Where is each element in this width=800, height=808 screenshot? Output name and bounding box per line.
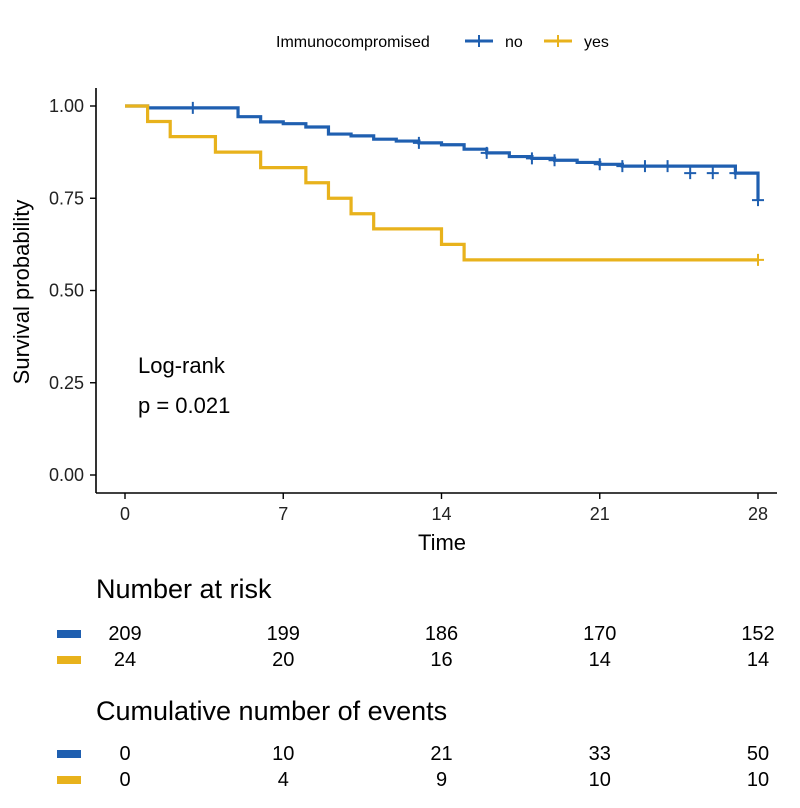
censor-mark-no — [752, 194, 764, 207]
events-value: 10 — [272, 743, 294, 765]
events-value: 9 — [436, 769, 447, 791]
y-tick-label: 0.25 — [49, 373, 84, 393]
risk-table: 209 199 186 170 152 24 20 16 14 14 — [57, 623, 775, 671]
legend-label-yes: yes — [584, 34, 609, 51]
risk-value: 14 — [589, 649, 611, 671]
x-tick-label: 28 — [748, 504, 768, 524]
events-table: 0 10 21 33 50 0 4 9 10 10 — [57, 743, 769, 791]
risk-value: 199 — [267, 623, 300, 645]
censor-mark-no — [661, 160, 674, 173]
events-value: 33 — [589, 743, 611, 765]
censor-mark-no — [706, 167, 719, 180]
censor-mark-no — [412, 136, 425, 149]
x-axis-label: Time — [418, 530, 466, 555]
x-tick-label: 0 — [120, 504, 130, 524]
censor-mark-no — [525, 152, 538, 165]
logrank-label: Log-rank — [138, 353, 226, 378]
censor-mark-no — [638, 160, 651, 173]
censor-mark-no — [186, 101, 199, 114]
survival-curve-yes — [125, 104, 758, 262]
events-value: 21 — [430, 743, 452, 765]
risk-value: 170 — [583, 623, 616, 645]
events-table-title: Cumulative number of events — [96, 696, 447, 726]
censor-mark-no — [593, 158, 606, 171]
x-tick-label: 14 — [431, 504, 451, 524]
censor-mark-no — [480, 146, 493, 159]
events-value: 10 — [747, 769, 769, 791]
risk-value: 16 — [430, 649, 452, 671]
risk-value: 152 — [741, 623, 774, 645]
events-value: 0 — [119, 743, 130, 765]
censor-mark-no — [616, 160, 629, 173]
risk-value: 209 — [108, 623, 141, 645]
risk-table-title: Number at risk — [96, 574, 272, 604]
risk-value: 24 — [114, 649, 136, 671]
y-tick-label: 0.50 — [49, 281, 84, 301]
survival-curves — [125, 101, 764, 266]
events-value: 4 — [278, 769, 289, 791]
censor-mark-no — [684, 167, 697, 180]
y-ticks: 0.00 0.25 0.50 0.75 1.00 — [49, 96, 96, 485]
risk-value: 20 — [272, 649, 294, 671]
events-value: 0 — [119, 769, 130, 791]
censor-mark-no — [548, 154, 561, 167]
events-value: 50 — [747, 743, 769, 765]
y-tick-label: 0.00 — [49, 465, 84, 485]
legend-title: Immunocompromised — [276, 34, 430, 51]
risk-value: 186 — [425, 623, 458, 645]
events-row-swatch — [57, 750, 81, 758]
censor-mark-no — [729, 167, 742, 180]
risk-row-swatch — [57, 630, 81, 638]
x-ticks: 0 7 14 21 28 — [120, 493, 768, 524]
legend-entries: no yes — [465, 34, 609, 51]
y-axis-label: Survival probability — [9, 200, 34, 385]
x-tick-label: 21 — [590, 504, 610, 524]
y-tick-label: 1.00 — [49, 96, 84, 116]
x-tick-label: 7 — [278, 504, 288, 524]
p-value-label: p = 0.021 — [138, 393, 230, 418]
risk-value: 14 — [747, 649, 769, 671]
legend: Immunocompromised no yes — [276, 34, 609, 51]
events-row-swatch — [57, 776, 81, 784]
events-value: 10 — [589, 769, 611, 791]
legend-label-no: no — [505, 34, 523, 51]
risk-row-swatch — [57, 656, 81, 664]
y-tick-label: 0.75 — [49, 188, 84, 208]
censor-mark-yes — [752, 253, 764, 266]
